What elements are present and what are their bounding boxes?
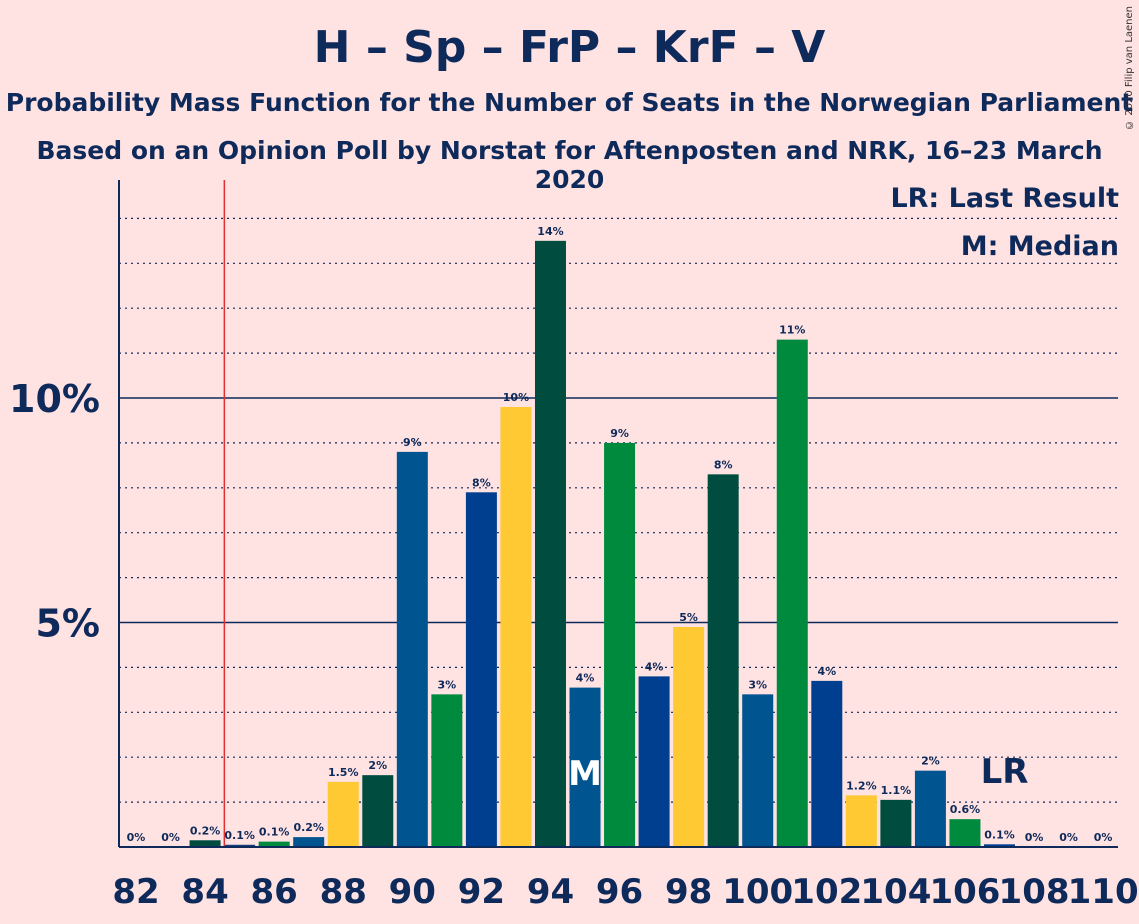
bar-value-label: 3% (438, 678, 457, 691)
bar-value-label: 1.1% (881, 784, 912, 797)
bar-value-label: 0.1% (224, 829, 255, 842)
x-tick-label: 110 (1068, 872, 1139, 912)
bar (880, 799, 912, 847)
bar-value-label: 0% (1094, 831, 1113, 844)
bar-value-label: 0.2% (293, 821, 324, 834)
bar-value-label: 4% (817, 665, 836, 678)
bar (638, 676, 670, 847)
bar-value-label: 9% (403, 436, 422, 449)
bar (396, 451, 428, 847)
bar-value-label: 1.5% (328, 766, 359, 779)
bar (465, 492, 497, 847)
x-tick-label: 96 (596, 872, 643, 912)
bar (500, 406, 532, 847)
bar (258, 841, 290, 847)
chart-subtitle-source: Based on an Opinion Poll by Norstat for … (36, 136, 1103, 194)
x-tick-label: 108 (999, 872, 1070, 912)
bar (569, 687, 601, 847)
bar (984, 844, 1015, 847)
x-tick-label: 82 (112, 872, 159, 912)
x-tick-label: 106 (929, 872, 1000, 912)
bar-value-label: 0% (1025, 831, 1044, 844)
bar (742, 694, 774, 847)
bar-value-label: 10% (503, 391, 529, 404)
bar (776, 339, 808, 847)
median-marker: M (568, 754, 602, 794)
x-tick-label: 98 (665, 872, 712, 912)
bar (673, 626, 705, 847)
x-tick-label: 104 (860, 872, 931, 912)
bar-value-label: 9% (610, 427, 629, 440)
bar-value-label: 14% (537, 225, 563, 238)
bar-value-label: 0.1% (259, 826, 290, 839)
bar (431, 694, 463, 847)
bar (362, 775, 394, 847)
bar (604, 442, 636, 847)
bar-value-label: 4% (645, 660, 664, 673)
last-result-marker: LR (981, 752, 1029, 792)
bar (224, 844, 256, 847)
bar-value-label: 8% (714, 458, 733, 471)
bar-value-label: 0.1% (984, 828, 1015, 841)
chart-title: H – Sp – FrP – KrF – V (313, 22, 826, 73)
bar-value-label: 0% (1059, 831, 1078, 844)
bar (327, 781, 359, 847)
x-tick-label: 88 (320, 872, 367, 912)
bar-value-label: 0% (127, 831, 146, 844)
legend-median: M: Median (960, 231, 1119, 262)
x-tick-label: 92 (458, 872, 505, 912)
bar (811, 680, 843, 847)
x-tick-label: 100 (722, 872, 793, 912)
legend-last-result: LR: Last Result (890, 183, 1119, 214)
bar-value-label: 0.2% (190, 824, 221, 837)
bar (189, 840, 221, 847)
y-tick-label: 10% (9, 377, 100, 421)
bar-value-label: 5% (679, 611, 698, 624)
bar-value-label: 2% (921, 755, 940, 768)
bar-value-label: 1.2% (846, 779, 877, 792)
x-tick-label: 86 (250, 872, 297, 912)
bar-value-label: 2% (368, 759, 387, 772)
bar-value-label: 3% (748, 678, 767, 691)
y-tick-label: 5% (35, 602, 100, 646)
bar-value-label: 11% (779, 324, 805, 337)
bar (949, 819, 981, 847)
x-tick-label: 84 (181, 872, 228, 912)
bar (845, 795, 877, 847)
bar-value-label: 0% (161, 831, 180, 844)
x-tick-label: 102 (791, 872, 862, 912)
x-tick-label: 90 (389, 872, 436, 912)
bar-value-label: 4% (576, 672, 595, 685)
bar-value-label: 8% (472, 476, 491, 489)
bar (707, 474, 739, 847)
x-tick-label: 94 (527, 872, 574, 912)
bar (293, 837, 325, 847)
bar (534, 240, 566, 848)
bar-value-label: 0.6% (950, 803, 981, 816)
chart-subtitle: Probability Mass Function for the Number… (5, 88, 1134, 117)
bar (914, 770, 946, 847)
